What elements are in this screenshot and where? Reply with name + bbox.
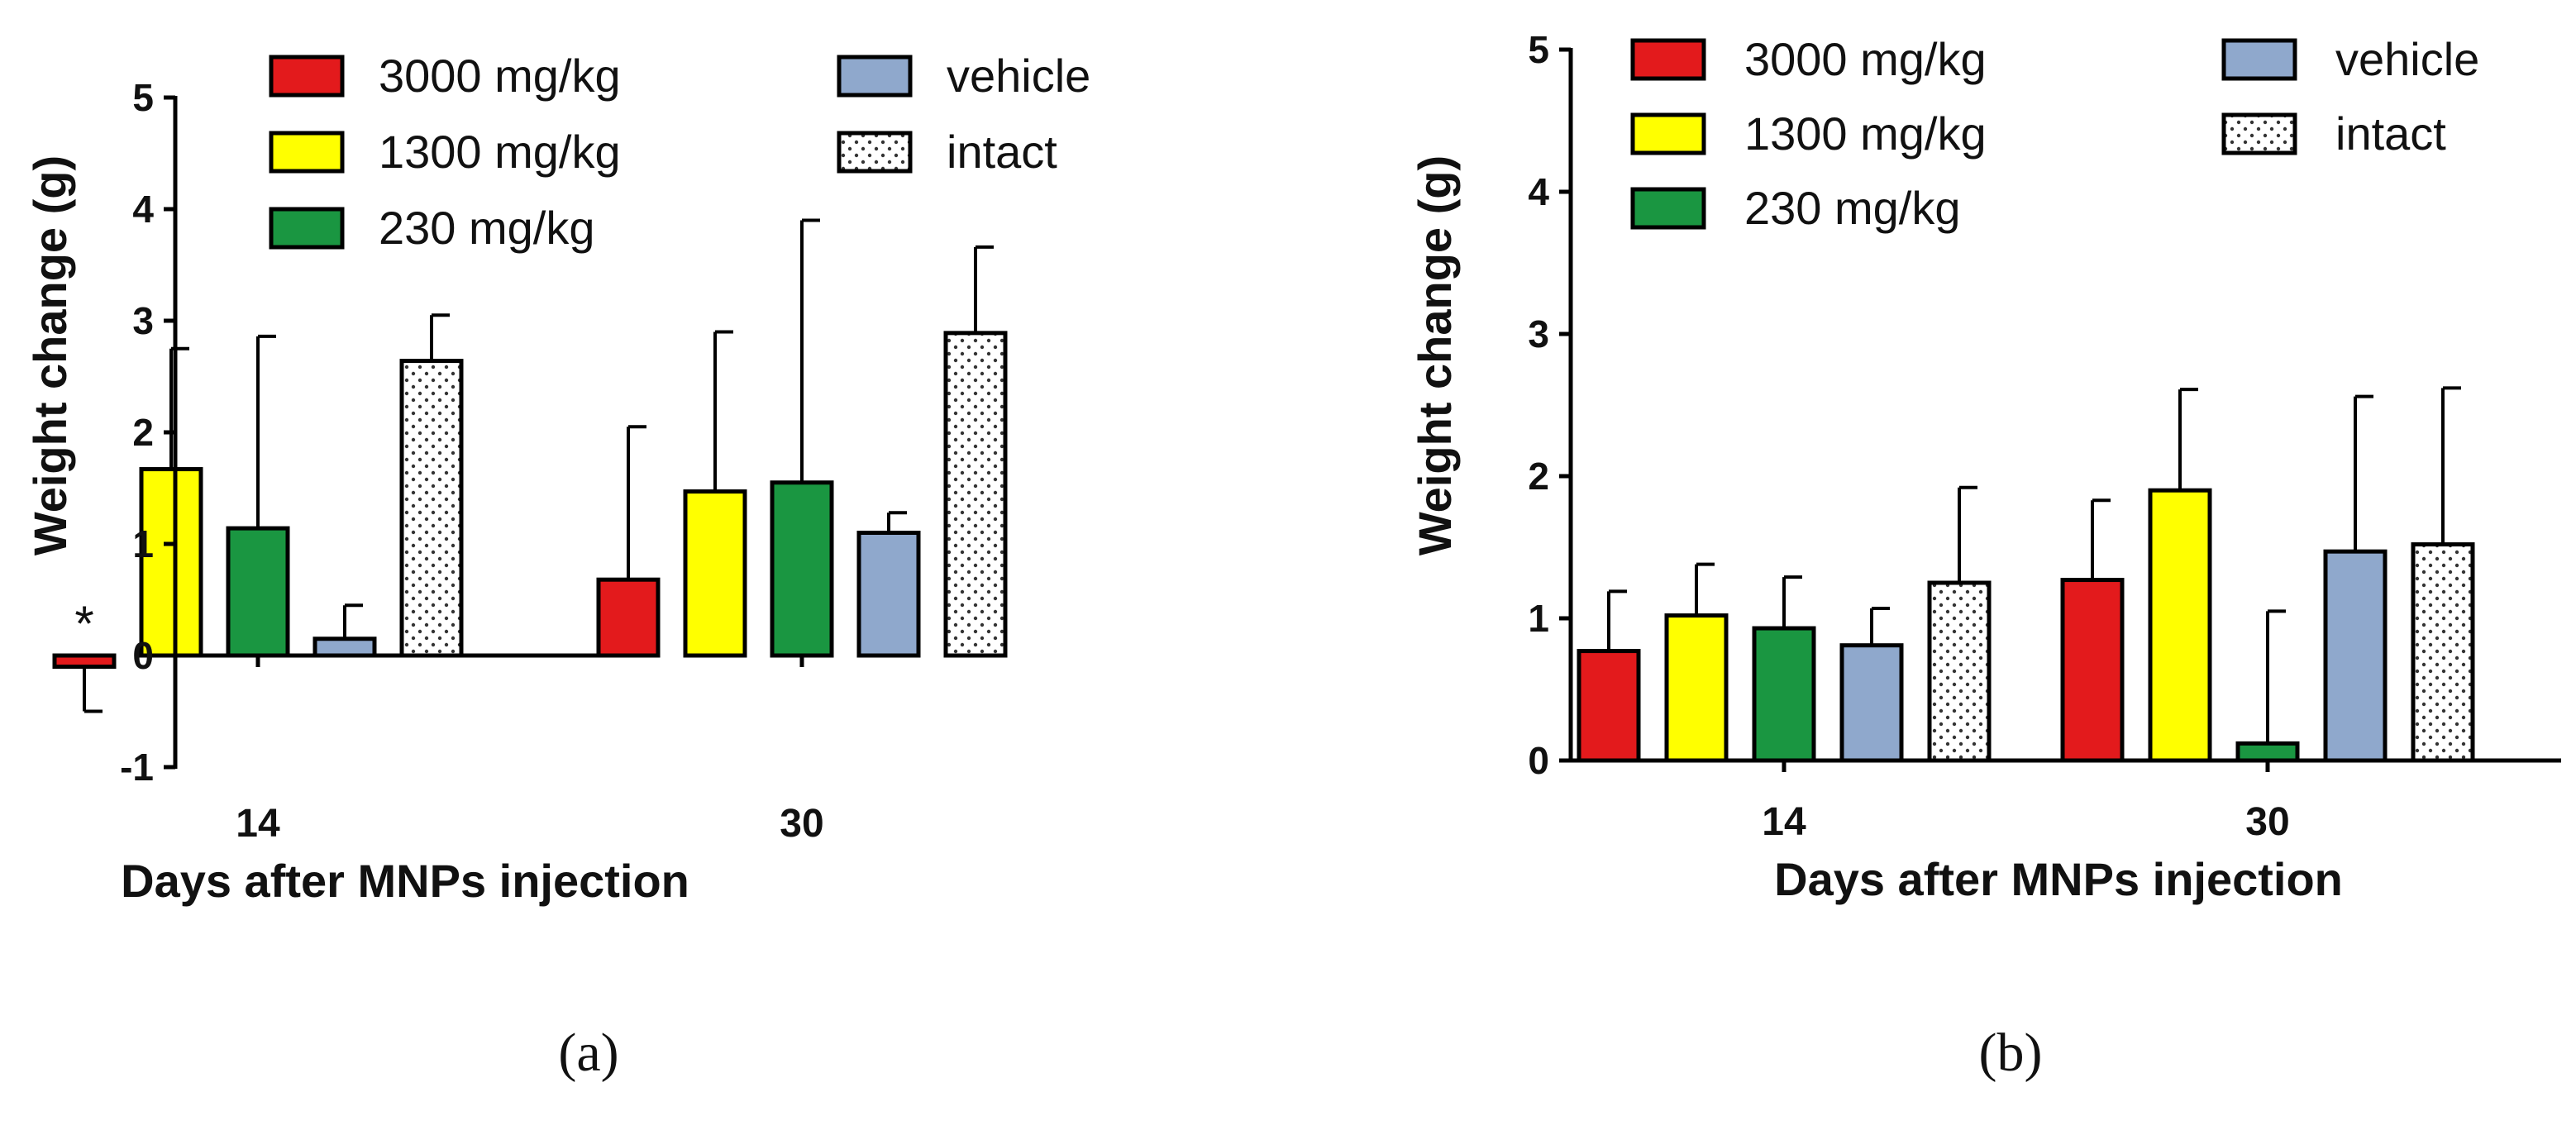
bar-vehicle-day-30 xyxy=(2323,549,2388,763)
bar-1300-mg-kg-day-30 xyxy=(2148,488,2212,763)
legend-swatch-230-mg-kg xyxy=(269,207,345,250)
y-tick-label: 0 xyxy=(1528,739,1549,782)
bar-vehicle-day-14 xyxy=(1839,643,1904,763)
y-tick-label: 0 xyxy=(132,634,154,677)
bar-230-mg-kg-day-30 xyxy=(770,480,834,658)
bar-vehicle-day-30 xyxy=(856,531,921,658)
y-tick-label: 4 xyxy=(132,188,154,231)
bar-intact-day-30 xyxy=(943,331,1008,658)
y-tick-label: 5 xyxy=(132,76,154,119)
legend-label-3000-mg-kg: 3000 mg/kg xyxy=(1744,33,1987,85)
y-axis-title: Weight change (g) xyxy=(1409,155,1461,555)
legend-label-vehicle: vehicle xyxy=(2335,33,2479,85)
legend-label-1300-mg-kg: 1300 mg/kg xyxy=(379,126,621,178)
bar-230-mg-kg-day-30 xyxy=(2235,741,2300,763)
bar-1300-mg-kg-day-14 xyxy=(139,467,203,658)
legend-label-1300-mg-kg: 1300 mg/kg xyxy=(1744,107,1987,160)
bar-3000-mg-kg-day-30 xyxy=(2060,578,2125,763)
bar-1300-mg-kg-day-14 xyxy=(1664,613,1729,763)
x-axis-title: Days after MNPs injection xyxy=(121,855,689,907)
legend-label-3000-mg-kg: 3000 mg/kg xyxy=(379,50,621,102)
bar-3000-mg-kg-day-14 xyxy=(52,653,117,669)
x-tick-label: 30 xyxy=(2245,800,2289,844)
x-axis-title: Days after MNPs injection xyxy=(1774,853,2343,905)
panel-label: (a) xyxy=(558,1023,618,1083)
bar-1300-mg-kg-day-30 xyxy=(683,489,747,658)
panel-label: (b) xyxy=(1979,1023,2043,1083)
bar-3000-mg-kg-day-14 xyxy=(1577,649,1641,763)
legend-swatch-1300-mg-kg xyxy=(269,131,345,174)
legend-swatch-intact xyxy=(837,131,913,174)
legend-swatch-vehicle xyxy=(837,55,913,98)
x-tick-label: 14 xyxy=(236,802,280,846)
y-tick-label: 2 xyxy=(1528,455,1549,498)
significance-marker: * xyxy=(74,596,93,651)
y-tick-label: -1 xyxy=(120,746,154,789)
legend-label-intact: intact xyxy=(947,126,1057,178)
y-tick-label: 1 xyxy=(1528,597,1549,640)
legend-swatch-intact xyxy=(2221,112,2297,155)
legend-label-intact: intact xyxy=(2335,107,2446,160)
y-tick-label: 5 xyxy=(1528,28,1549,71)
panel-a-chart: -1 0 1 2 3 4 5 14 30 Days after MNPs injection Wei… xyxy=(24,50,1090,1083)
legend-label-230-mg-kg: 230 mg/kg xyxy=(379,202,595,254)
legend-swatch-vehicle xyxy=(2221,38,2297,81)
y-tick-label: 3 xyxy=(132,299,154,342)
legend-swatch-3000-mg-kg xyxy=(269,55,345,98)
bar-3000-mg-kg-day-30 xyxy=(596,577,661,658)
bar-intact-day-30 xyxy=(2411,542,2475,763)
legend-label-vehicle: vehicle xyxy=(947,50,1090,102)
bar-vehicle-day-14 xyxy=(312,637,377,658)
legend-swatch-3000-mg-kg xyxy=(1630,38,1706,81)
y-axis-title: Weight change (g) xyxy=(24,155,76,555)
y-tick-label: 4 xyxy=(1528,170,1549,213)
bar-intact-day-14 xyxy=(1927,580,1992,763)
panel-b-chart: 0 1 2 3 4 5 14 30 Days after MNPs injection Weigh… xyxy=(1409,28,2561,1083)
y-tick-label: 3 xyxy=(1528,312,1549,355)
y-tick-label: 1 xyxy=(132,522,154,565)
legend-swatch-230-mg-kg xyxy=(1630,187,1706,230)
legend-label-230-mg-kg: 230 mg/kg xyxy=(1744,182,1961,234)
x-tick-label: 14 xyxy=(1762,800,1806,844)
bar-230-mg-kg-day-14 xyxy=(226,526,290,658)
bar-230-mg-kg-day-14 xyxy=(1752,626,1816,763)
legend-swatch-1300-mg-kg xyxy=(1630,112,1706,155)
y-tick-label: 2 xyxy=(132,411,154,454)
x-tick-label: 30 xyxy=(780,802,823,846)
bar-intact-day-14 xyxy=(399,359,464,658)
